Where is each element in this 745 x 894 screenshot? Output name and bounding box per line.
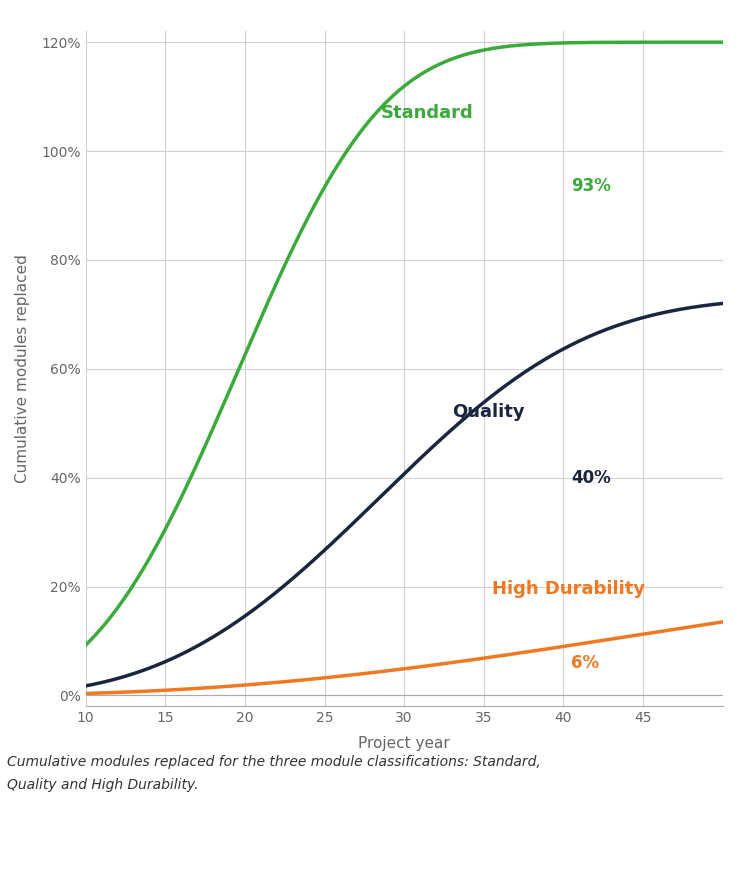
Text: 6%: 6% xyxy=(571,654,600,671)
X-axis label: Project year: Project year xyxy=(358,737,450,751)
Text: Cumulative modules replaced for the three module classifications: Standard,: Cumulative modules replaced for the thre… xyxy=(7,755,541,770)
Text: 40%: 40% xyxy=(571,468,611,486)
Text: Quality and High Durability.: Quality and High Durability. xyxy=(7,778,199,792)
Y-axis label: Cumulative modules replaced: Cumulative modules replaced xyxy=(15,254,31,484)
Text: 93%: 93% xyxy=(571,177,611,196)
Text: High Durability: High Durability xyxy=(492,580,645,598)
Text: Quality: Quality xyxy=(452,403,524,421)
Text: Standard: Standard xyxy=(380,104,473,122)
